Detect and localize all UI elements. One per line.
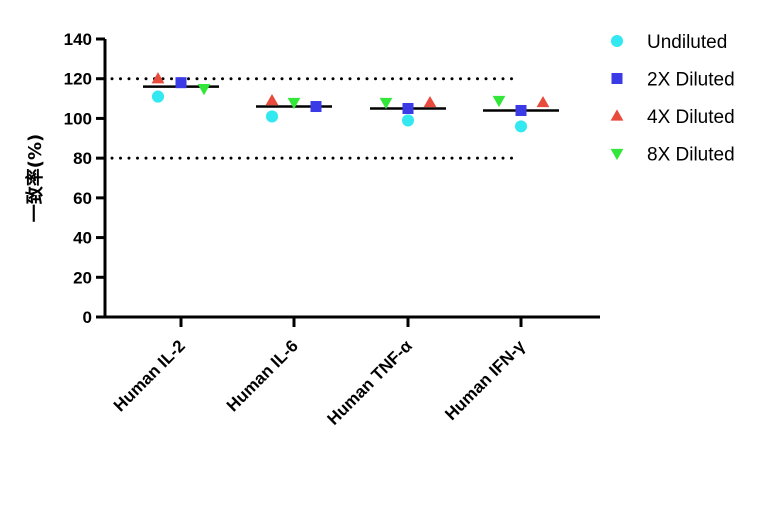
data-point	[401, 114, 415, 127]
data-point	[265, 93, 279, 106]
legend-label: Undiluted	[647, 32, 727, 53]
y-tick-labels: 0 20 40 60 80 100 120 140	[64, 30, 92, 327]
x-tick-labels: Human IL-2 Human IL-6 Human TNF-α Human IFN…	[110, 336, 529, 429]
data-point	[151, 90, 165, 103]
legend-item: 2X Diluted	[611, 70, 735, 91]
y-tick-label: 100	[64, 109, 92, 128]
data-points	[151, 72, 550, 133]
x-tick-label: Human IL-6	[223, 336, 302, 415]
x-tick-label: Human TNF-α	[324, 336, 417, 429]
y-tick-label: 40	[73, 229, 92, 248]
legend-label: 8X Diluted	[647, 145, 735, 166]
y-axis-label: 一致率(%)	[24, 134, 46, 223]
legend-item: 4X Diluted	[610, 107, 735, 128]
data-point	[492, 95, 506, 108]
data-point	[423, 95, 437, 108]
y-tick-label: 60	[73, 189, 92, 208]
data-point	[536, 95, 550, 108]
y-tick-label: 140	[64, 30, 92, 49]
legend-marker	[610, 109, 624, 121]
y-tick-label: 80	[73, 149, 92, 168]
legend-label: 2X Diluted	[647, 70, 735, 91]
legend: Undiluted 2X Diluted 4X Diluted 8X Diluted	[610, 32, 735, 166]
legend-label: 4X Diluted	[647, 107, 735, 128]
data-point	[310, 101, 322, 113]
axes	[96, 37, 600, 327]
data-point	[402, 103, 414, 114]
data-point	[265, 110, 279, 123]
data-point	[379, 97, 393, 110]
x-tick-label: Human IL-2	[110, 336, 189, 415]
data-point	[151, 72, 165, 84]
legend-item: 8X Diluted	[610, 145, 735, 166]
legend-item: Undiluted	[610, 32, 727, 53]
data-point	[287, 97, 301, 110]
y-tick-label: 20	[73, 268, 92, 287]
data-point	[514, 120, 528, 133]
reference-lines	[110, 77, 517, 160]
data-point	[175, 77, 187, 89]
legend-marker	[610, 34, 624, 48]
legend-marker	[611, 73, 623, 84]
legend-marker	[610, 148, 624, 161]
y-tick-label: 0	[83, 308, 92, 327]
data-point	[197, 84, 211, 96]
data-point	[515, 104, 527, 116]
y-tick-label: 120	[64, 70, 92, 89]
x-tick-label: Human IFN-γ	[441, 336, 529, 424]
